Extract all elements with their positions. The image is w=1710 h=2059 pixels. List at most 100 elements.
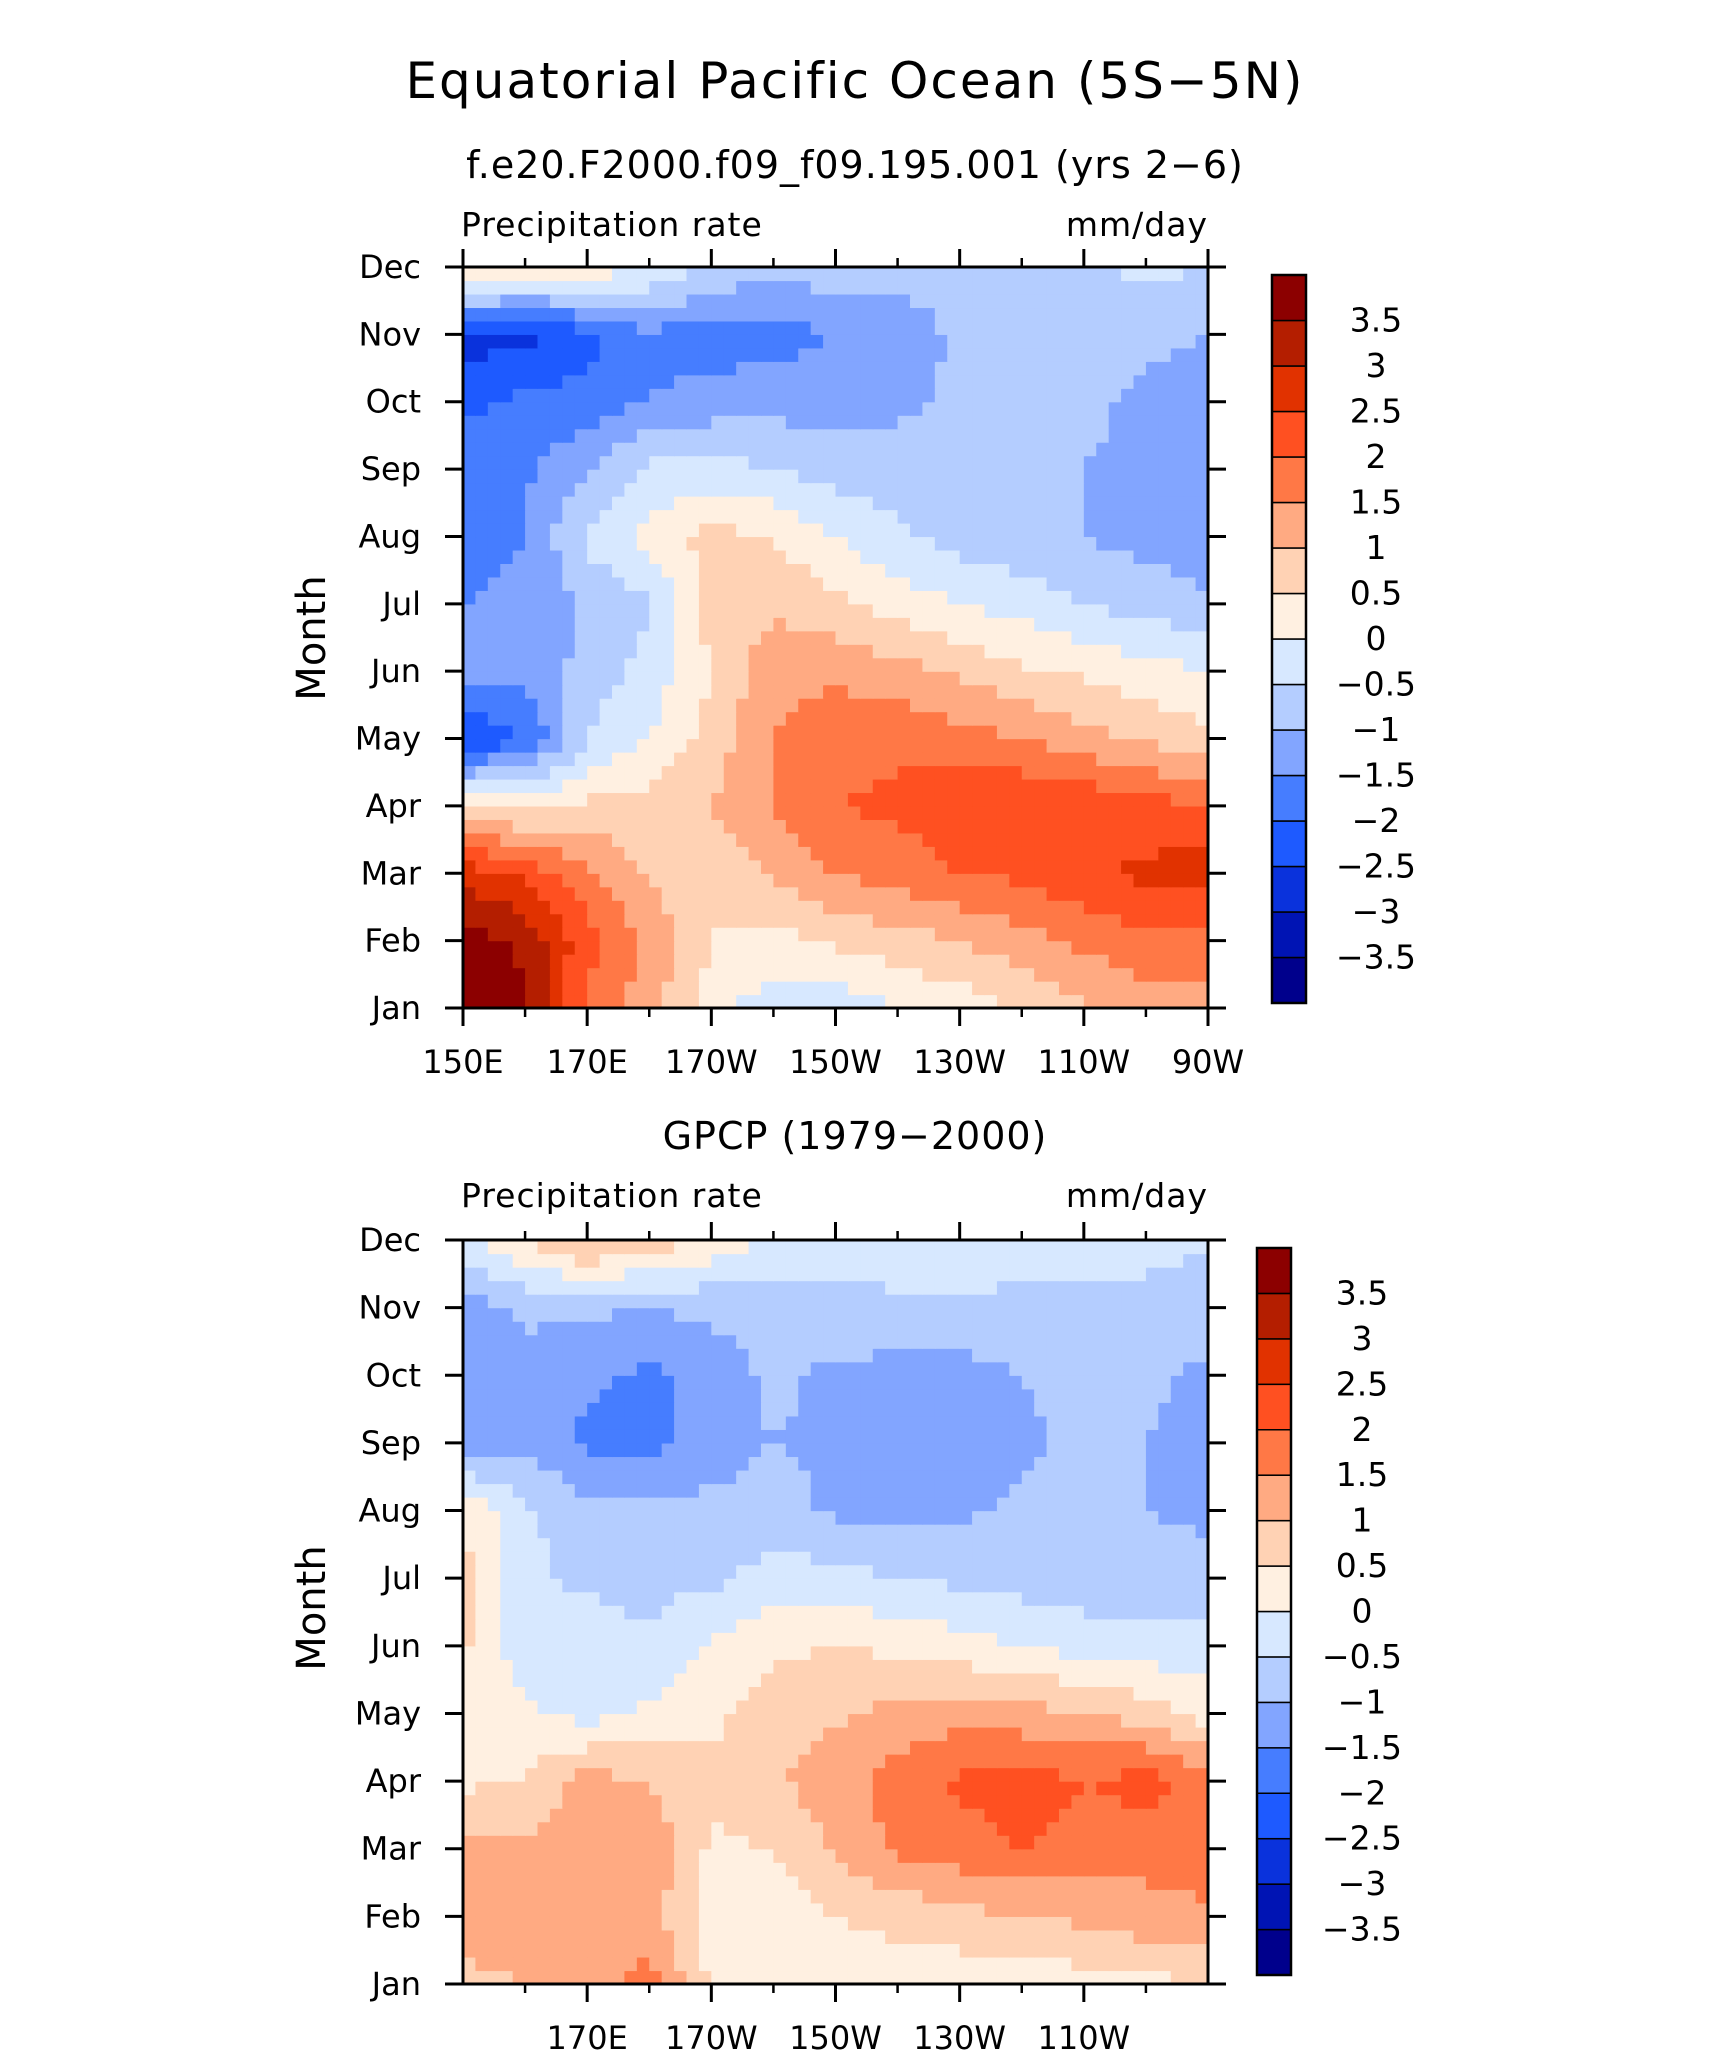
contour-cell [1145,819,1159,834]
contour-cell [723,846,737,861]
contour-cell [860,455,874,470]
contour-cell [1183,469,1197,484]
contour-cell [512,1956,526,1972]
contour-cell [1170,617,1184,632]
contour-cell [562,1929,576,1945]
contour-cell [661,738,675,753]
contour-cell [761,549,775,564]
contour-cell [649,509,663,524]
contour-cell [587,832,601,847]
contour-cell [549,1767,563,1782]
contour-cell [810,1970,824,1985]
contour-cell [959,1970,973,1985]
contour-cell [1195,846,1209,861]
contour-cell [798,590,812,605]
contour-cell [1170,792,1184,807]
contour-cell [1108,1808,1122,1823]
contour-cell [972,859,986,874]
contour-cell [1133,293,1147,309]
contour-cell [1183,657,1197,672]
contour-cell [972,469,986,484]
contour-cell [537,455,551,470]
contour-cell [1108,603,1122,618]
contour-cell [487,1794,501,1809]
contour-cell [984,1929,998,1945]
contour-cell [537,415,551,430]
contour-cell [649,1821,663,1836]
contour-cell [649,1781,663,1796]
contour-cell [984,415,998,430]
contour-cell [723,1699,737,1715]
contour-cell [674,981,688,996]
contour-cell [525,293,539,309]
contour-cell [959,1943,973,1958]
contour-cell [996,455,1010,470]
contour-cell [599,1916,613,1931]
contour-cell [1145,967,1159,982]
contour-cell [661,1943,675,1958]
contour-cell [810,442,824,457]
contour-cell [599,1970,613,1985]
contour-cell [1121,1889,1135,1904]
contour-cell [537,1848,551,1863]
contour-cell [860,293,874,309]
contour-cell [810,792,824,807]
contour-cell [835,873,849,888]
contour-cell [996,1672,1010,1687]
contour-cell [1059,388,1073,403]
contour-cell [847,549,861,564]
contour-cell [1046,1645,1060,1660]
contour-cell [1096,1929,1110,1945]
contour-cell [785,967,799,982]
contour-cell [860,415,874,430]
contour-cell [661,401,675,416]
colorbar-swatch [1271,410,1307,458]
contour-cell [1034,1754,1048,1769]
colorbar-swatch [1271,501,1307,549]
contour-cell [959,1794,973,1809]
contour-cell [549,1970,563,1985]
contour-cell [947,1686,961,1701]
contour-cell [599,684,613,699]
contour-cell [636,1726,650,1742]
contour-cell [711,293,725,309]
contour-cell [674,1862,688,1877]
contour-cell [1121,603,1135,618]
contour-cell [835,522,849,538]
contour-cell [922,1713,936,1728]
contour-cell [1183,1821,1197,1836]
contour-cell [748,1956,762,1972]
contour-cell [922,1943,936,1958]
contour-cell [636,1672,650,1687]
contour-cell [500,549,514,564]
contour-cell [711,981,725,996]
contour-cell [1071,698,1085,713]
contour-cell [562,1659,576,1674]
contour-cell [500,1808,514,1823]
contour-cell [636,442,650,457]
contour-cell [698,415,712,430]
contour-cell [624,1699,638,1715]
contour-cell [1059,536,1073,551]
contour-cell [549,805,563,820]
contour-cell [798,549,812,564]
contour-cell [897,778,911,794]
contour-cell [835,1740,849,1755]
contour-cell [674,725,688,740]
contour-cell [798,684,812,699]
contour-cell [785,698,799,713]
contour-cell [860,1726,874,1742]
contour-cell [847,536,861,551]
contour-cell [860,1713,874,1728]
contour-cell [661,1726,675,1742]
contour-cell [624,576,638,591]
contour-cell [785,267,799,282]
contour-cell [1183,617,1197,632]
contour-cell [1059,684,1073,699]
contour-cell [922,1672,936,1687]
contour-cell [1071,1713,1085,1728]
contour-cell [562,469,576,484]
contour-cell [785,415,799,430]
contour-cell [1170,522,1184,538]
contour-cell [698,846,712,861]
